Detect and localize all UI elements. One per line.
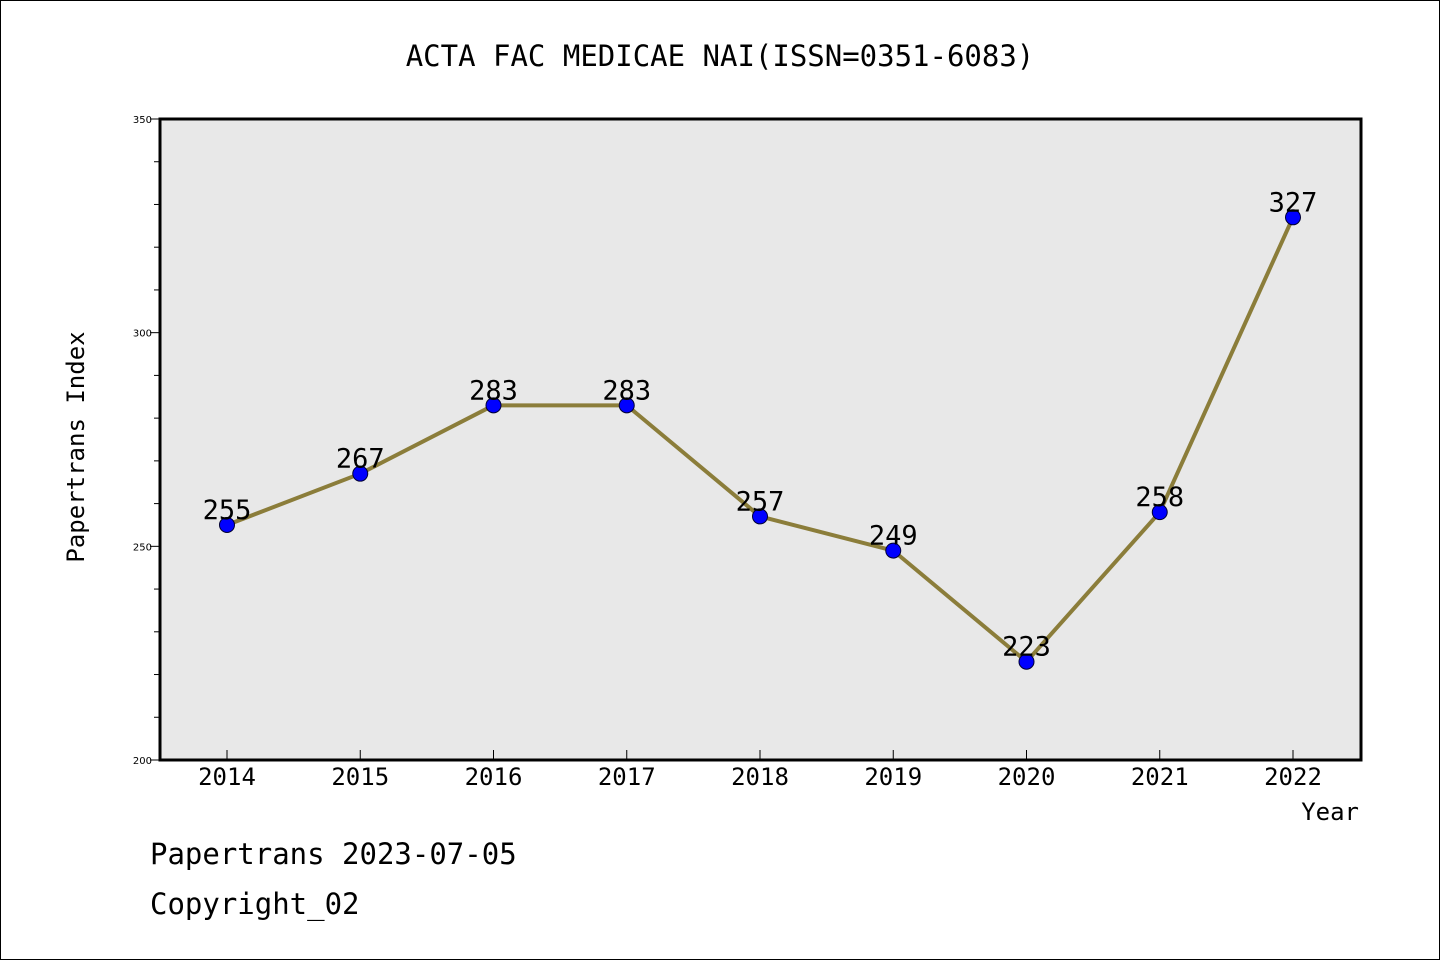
data-point (1151, 504, 1168, 521)
y-tick-label: 300 (133, 329, 152, 340)
x-tick-label: 2017 (598, 763, 656, 791)
x-tick-label: 2016 (465, 763, 523, 791)
data-point (752, 508, 768, 525)
series-markers (219, 209, 1301, 670)
x-tick-label: 2015 (331, 763, 389, 791)
data-label: 327 (1269, 187, 1318, 218)
data-point (219, 516, 235, 533)
y-axis: 200 250 300 350 (133, 115, 160, 767)
x-axis: 2014 2015 2016 2017 2018 2019 2020 2021 2022 (198, 750, 1322, 791)
x-tick-label: 2020 (998, 763, 1056, 791)
data-point (352, 465, 369, 482)
x-tick-label: 2018 (731, 763, 789, 791)
data-point (485, 397, 502, 414)
x-tick-label: 2022 (1264, 763, 1322, 791)
data-point (885, 542, 902, 559)
data-point (1018, 653, 1035, 670)
data-label: 258 (1135, 482, 1184, 513)
y-tick-label: 350 (133, 115, 152, 126)
plot-area (158, 117, 1363, 762)
data-point (1285, 209, 1301, 226)
y-axis-label: Papertrans Index (62, 331, 90, 562)
footer-date: Papertrans 2023-07-05 (150, 837, 517, 871)
data-labels: 255 267 283 283 257 249 223 258 327 (203, 187, 1318, 662)
data-label: 267 (336, 444, 385, 475)
data-label: 223 (1002, 632, 1051, 663)
data-label: 257 (736, 486, 785, 517)
y-tick-label: 200 (133, 756, 152, 767)
x-tick-label: 2014 (198, 763, 256, 791)
footer-copyright: Copyright_02 (150, 887, 360, 922)
x-axis-label: Year (1301, 798, 1359, 826)
chart-title: ACTA FAC MEDICAE NAI(ISSN=0351-6083) (406, 39, 1035, 73)
data-label: 283 (469, 375, 518, 406)
y-tick-label: 250 (133, 542, 152, 553)
data-label: 249 (869, 521, 918, 552)
data-point (618, 397, 635, 414)
data-label: 255 (203, 495, 252, 526)
x-tick-label: 2021 (1131, 763, 1189, 791)
x-tick-label: 2019 (864, 763, 922, 791)
data-label: 283 (602, 375, 651, 406)
